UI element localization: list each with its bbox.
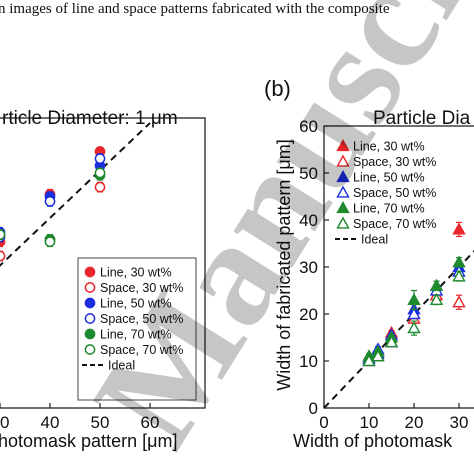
legend-marker — [84, 282, 96, 293]
data-point — [429, 278, 444, 291]
x-tick-label: 10 — [360, 413, 379, 432]
y-tick-label: 0 — [309, 399, 318, 418]
y-tick-label: 20 — [299, 305, 318, 324]
data-point — [452, 295, 466, 308]
x-tick-label: 50 — [91, 413, 110, 432]
data-point — [429, 292, 444, 305]
data-point — [407, 292, 421, 305]
legend-marker — [84, 297, 96, 309]
data-point — [384, 335, 399, 348]
legend-label: Space, 30 wt% — [353, 155, 436, 169]
legend-label: Space, 50 wt% — [353, 186, 436, 200]
legend-marker — [84, 344, 96, 355]
legend-label: Space, 30 wt% — [100, 281, 183, 295]
legend-marker — [336, 154, 350, 167]
chart-title: Particle Dia — [373, 108, 471, 129]
legend-marker — [336, 185, 350, 198]
x-tick-label: 20 — [405, 413, 424, 432]
y-tick-label: 50 — [299, 164, 318, 183]
plot-frame — [0, 117, 206, 409]
data-point — [371, 349, 385, 362]
legend-label: Space, 50 wt% — [100, 312, 183, 326]
legend-label: Line, 70 wt% — [100, 328, 172, 342]
data-point — [362, 354, 376, 367]
legend-marker — [336, 216, 350, 229]
legend-marker — [336, 170, 350, 183]
legend-marker — [84, 313, 96, 324]
data-point — [94, 167, 106, 179]
series-5 — [0, 167, 106, 248]
legend-label-ideal: Ideal — [361, 233, 388, 247]
x-tick-label: 30 — [450, 413, 469, 432]
chart-panel-b: Particle Dia (b) 0 10 20 30 0 10 20 30 40 50 60 Width… — [264, 76, 474, 451]
legend-label: Space, 70 wt% — [353, 217, 436, 231]
data-point — [452, 269, 466, 282]
y-tick-label: 40 — [299, 211, 318, 230]
x-tick-label: 30 — [0, 413, 9, 432]
data-point — [94, 153, 106, 164]
plot-data-area — [0, 122, 151, 267]
legend-label: Line, 70 wt% — [353, 202, 425, 216]
legend-marker — [336, 139, 350, 152]
data-point — [452, 222, 466, 235]
panel-label: (b) — [264, 76, 291, 101]
data-point — [0, 229, 6, 240]
figure-caption: n images of line and space patterns fabr… — [0, 0, 474, 70]
series-5 — [362, 269, 466, 367]
data-point — [407, 321, 421, 334]
plot-data-area — [324, 221, 474, 408]
y-axis-label: Width of fabricated pattern [μm] — [274, 139, 294, 390]
legend-label: Line, 30 wt% — [353, 140, 425, 154]
data-point — [452, 255, 466, 268]
legend-label: Space, 70 wt% — [100, 343, 183, 357]
legend-marker — [84, 266, 96, 278]
x-tick-label: 0 — [319, 413, 328, 432]
x-axis-label: hotomask pattern [μm] — [0, 431, 177, 451]
y-tick-label: 30 — [299, 258, 318, 277]
x-axis-label: Width of photomask — [293, 431, 453, 451]
x-tick-label: 40 — [41, 413, 60, 432]
legend-label: Line, 30 wt% — [100, 266, 172, 280]
legend-label: Line, 50 wt% — [100, 297, 172, 311]
chart-title: rticle Diameter: 1 μm — [2, 108, 178, 129]
y-tick-label: 10 — [299, 352, 318, 371]
data-point — [407, 307, 421, 320]
legend-marker — [84, 328, 96, 340]
legend-label: Line, 50 wt% — [353, 171, 425, 185]
legend-marker — [336, 201, 350, 214]
data-point — [44, 236, 56, 248]
data-point — [44, 196, 56, 207]
legend-box — [77, 257, 197, 401]
data-point — [94, 181, 106, 193]
data-point — [0, 250, 6, 262]
manuscript-watermark: Manuscript — [62, 0, 474, 472]
y-tick-label: 60 — [299, 117, 318, 136]
chart-panel-a: rticle Diameter: 1 μm2030405060hotomask … — [0, 108, 206, 451]
legend-label-ideal: Ideal — [108, 359, 135, 373]
x-tick-label: 60 — [141, 413, 160, 432]
caption-line-1: n images of line and space patterns fabr… — [0, 1, 390, 17]
